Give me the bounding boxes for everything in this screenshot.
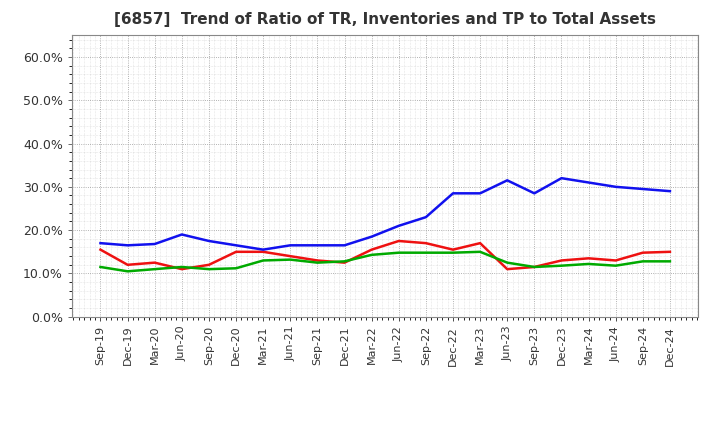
Trade Receivables: [204, 262, 213, 268]
Inventories: [421, 215, 430, 220]
Trade Payables: [367, 252, 376, 257]
Trade Receivables: [584, 256, 593, 261]
Trade Payables: [665, 259, 674, 264]
Trade Receivables: [611, 258, 620, 263]
Inventories: [204, 238, 213, 244]
Trade Payables: [530, 264, 539, 270]
Inventories: [395, 223, 403, 228]
Trade Receivables: [503, 267, 511, 272]
Inventories: [96, 241, 105, 246]
Trade Receivables: [286, 253, 294, 259]
Trade Payables: [286, 257, 294, 262]
Trade Receivables: [665, 249, 674, 254]
Inventories: [449, 191, 457, 196]
Inventories: [476, 191, 485, 196]
Trade Receivables: [421, 241, 430, 246]
Inventories: [584, 180, 593, 185]
Trade Payables: [313, 260, 322, 265]
Trade Receivables: [341, 260, 349, 265]
Inventories: [530, 191, 539, 196]
Trade Receivables: [232, 249, 240, 254]
Trade Receivables: [557, 258, 566, 263]
Trade Receivables: [449, 247, 457, 252]
Inventories: [557, 176, 566, 181]
Trade Payables: [341, 259, 349, 264]
Inventories: [123, 243, 132, 248]
Trade Receivables: [639, 250, 647, 255]
Trade Receivables: [530, 264, 539, 270]
Trade Payables: [584, 261, 593, 267]
Trade Payables: [476, 249, 485, 254]
Inventories: [665, 188, 674, 194]
Inventories: [611, 184, 620, 190]
Trade Payables: [96, 264, 105, 270]
Trade Payables: [503, 260, 511, 265]
Trade Payables: [232, 266, 240, 271]
Trade Receivables: [259, 249, 268, 254]
Trade Receivables: [395, 238, 403, 244]
Trade Payables: [123, 269, 132, 274]
Trade Payables: [395, 250, 403, 255]
Trade Receivables: [313, 258, 322, 263]
Trade Payables: [557, 263, 566, 268]
Trade Payables: [639, 259, 647, 264]
Trade Payables: [421, 250, 430, 255]
Inventories: [503, 178, 511, 183]
Line: Trade Payables: Trade Payables: [101, 252, 670, 271]
Trade Receivables: [150, 260, 159, 265]
Trade Receivables: [123, 262, 132, 268]
Trade Payables: [150, 267, 159, 272]
Trade Payables: [259, 258, 268, 263]
Inventories: [232, 243, 240, 248]
Trade Payables: [611, 263, 620, 268]
Inventories: [341, 243, 349, 248]
Trade Receivables: [476, 241, 485, 246]
Title: [6857]  Trend of Ratio of TR, Inventories and TP to Total Assets: [6857] Trend of Ratio of TR, Inventories…: [114, 12, 656, 27]
Inventories: [150, 242, 159, 247]
Trade Payables: [178, 264, 186, 270]
Inventories: [259, 247, 268, 252]
Trade Payables: [204, 267, 213, 272]
Trade Payables: [449, 250, 457, 255]
Inventories: [178, 232, 186, 237]
Inventories: [286, 243, 294, 248]
Trade Receivables: [178, 267, 186, 272]
Inventories: [367, 234, 376, 239]
Line: Inventories: Inventories: [101, 178, 670, 249]
Inventories: [639, 187, 647, 192]
Trade Receivables: [96, 247, 105, 252]
Line: Trade Receivables: Trade Receivables: [101, 241, 670, 269]
Inventories: [313, 243, 322, 248]
Trade Receivables: [367, 247, 376, 252]
